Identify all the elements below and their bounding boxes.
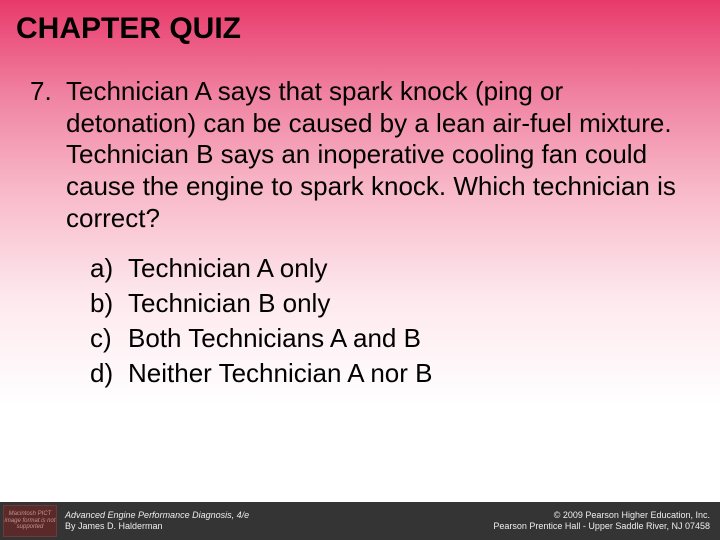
footer-publisher: Pearson Prentice Hall - Upper Saddle Riv… — [493, 521, 710, 532]
option-d: d) Neither Technician A nor B — [90, 356, 690, 391]
footer-copyright: © 2009 Pearson Higher Education, Inc. — [493, 510, 710, 521]
question-block: 7. Technician A says that spark knock (p… — [0, 46, 720, 391]
option-c: c) Both Technicians A and B — [90, 321, 690, 356]
options-list: a) Technician A only b) Technician B onl… — [30, 235, 690, 391]
option-a: a) Technician A only — [90, 251, 690, 286]
option-text: Both Technicians A and B — [128, 321, 421, 356]
option-label: c) — [90, 321, 128, 356]
option-label: d) — [90, 356, 128, 391]
footer-left: Advanced Engine Performance Diagnosis, 4… — [65, 510, 493, 533]
option-text: Neither Technician A nor B — [128, 356, 432, 391]
footer-right: © 2009 Pearson Higher Education, Inc. Pe… — [493, 510, 710, 533]
option-label: a) — [90, 251, 128, 286]
option-text: Technician A only — [128, 251, 327, 286]
option-b: b) Technician B only — [90, 286, 690, 321]
question-row: 7. Technician A says that spark knock (p… — [30, 76, 690, 235]
option-label: b) — [90, 286, 128, 321]
footer-book-title: Advanced Engine Performance Diagnosis, 4… — [65, 510, 493, 521]
footer-author: By James D. Halderman — [65, 521, 493, 532]
question-number: 7. — [30, 76, 66, 107]
slide-title: CHAPTER QUIZ — [0, 0, 720, 46]
footer-bar: Macintosh PICT image format is not suppo… — [0, 502, 720, 540]
question-text: Technician A says that spark knock (ping… — [66, 76, 690, 235]
footer-image-placeholder: Macintosh PICT image format is not suppo… — [3, 505, 57, 537]
option-text: Technician B only — [128, 286, 330, 321]
